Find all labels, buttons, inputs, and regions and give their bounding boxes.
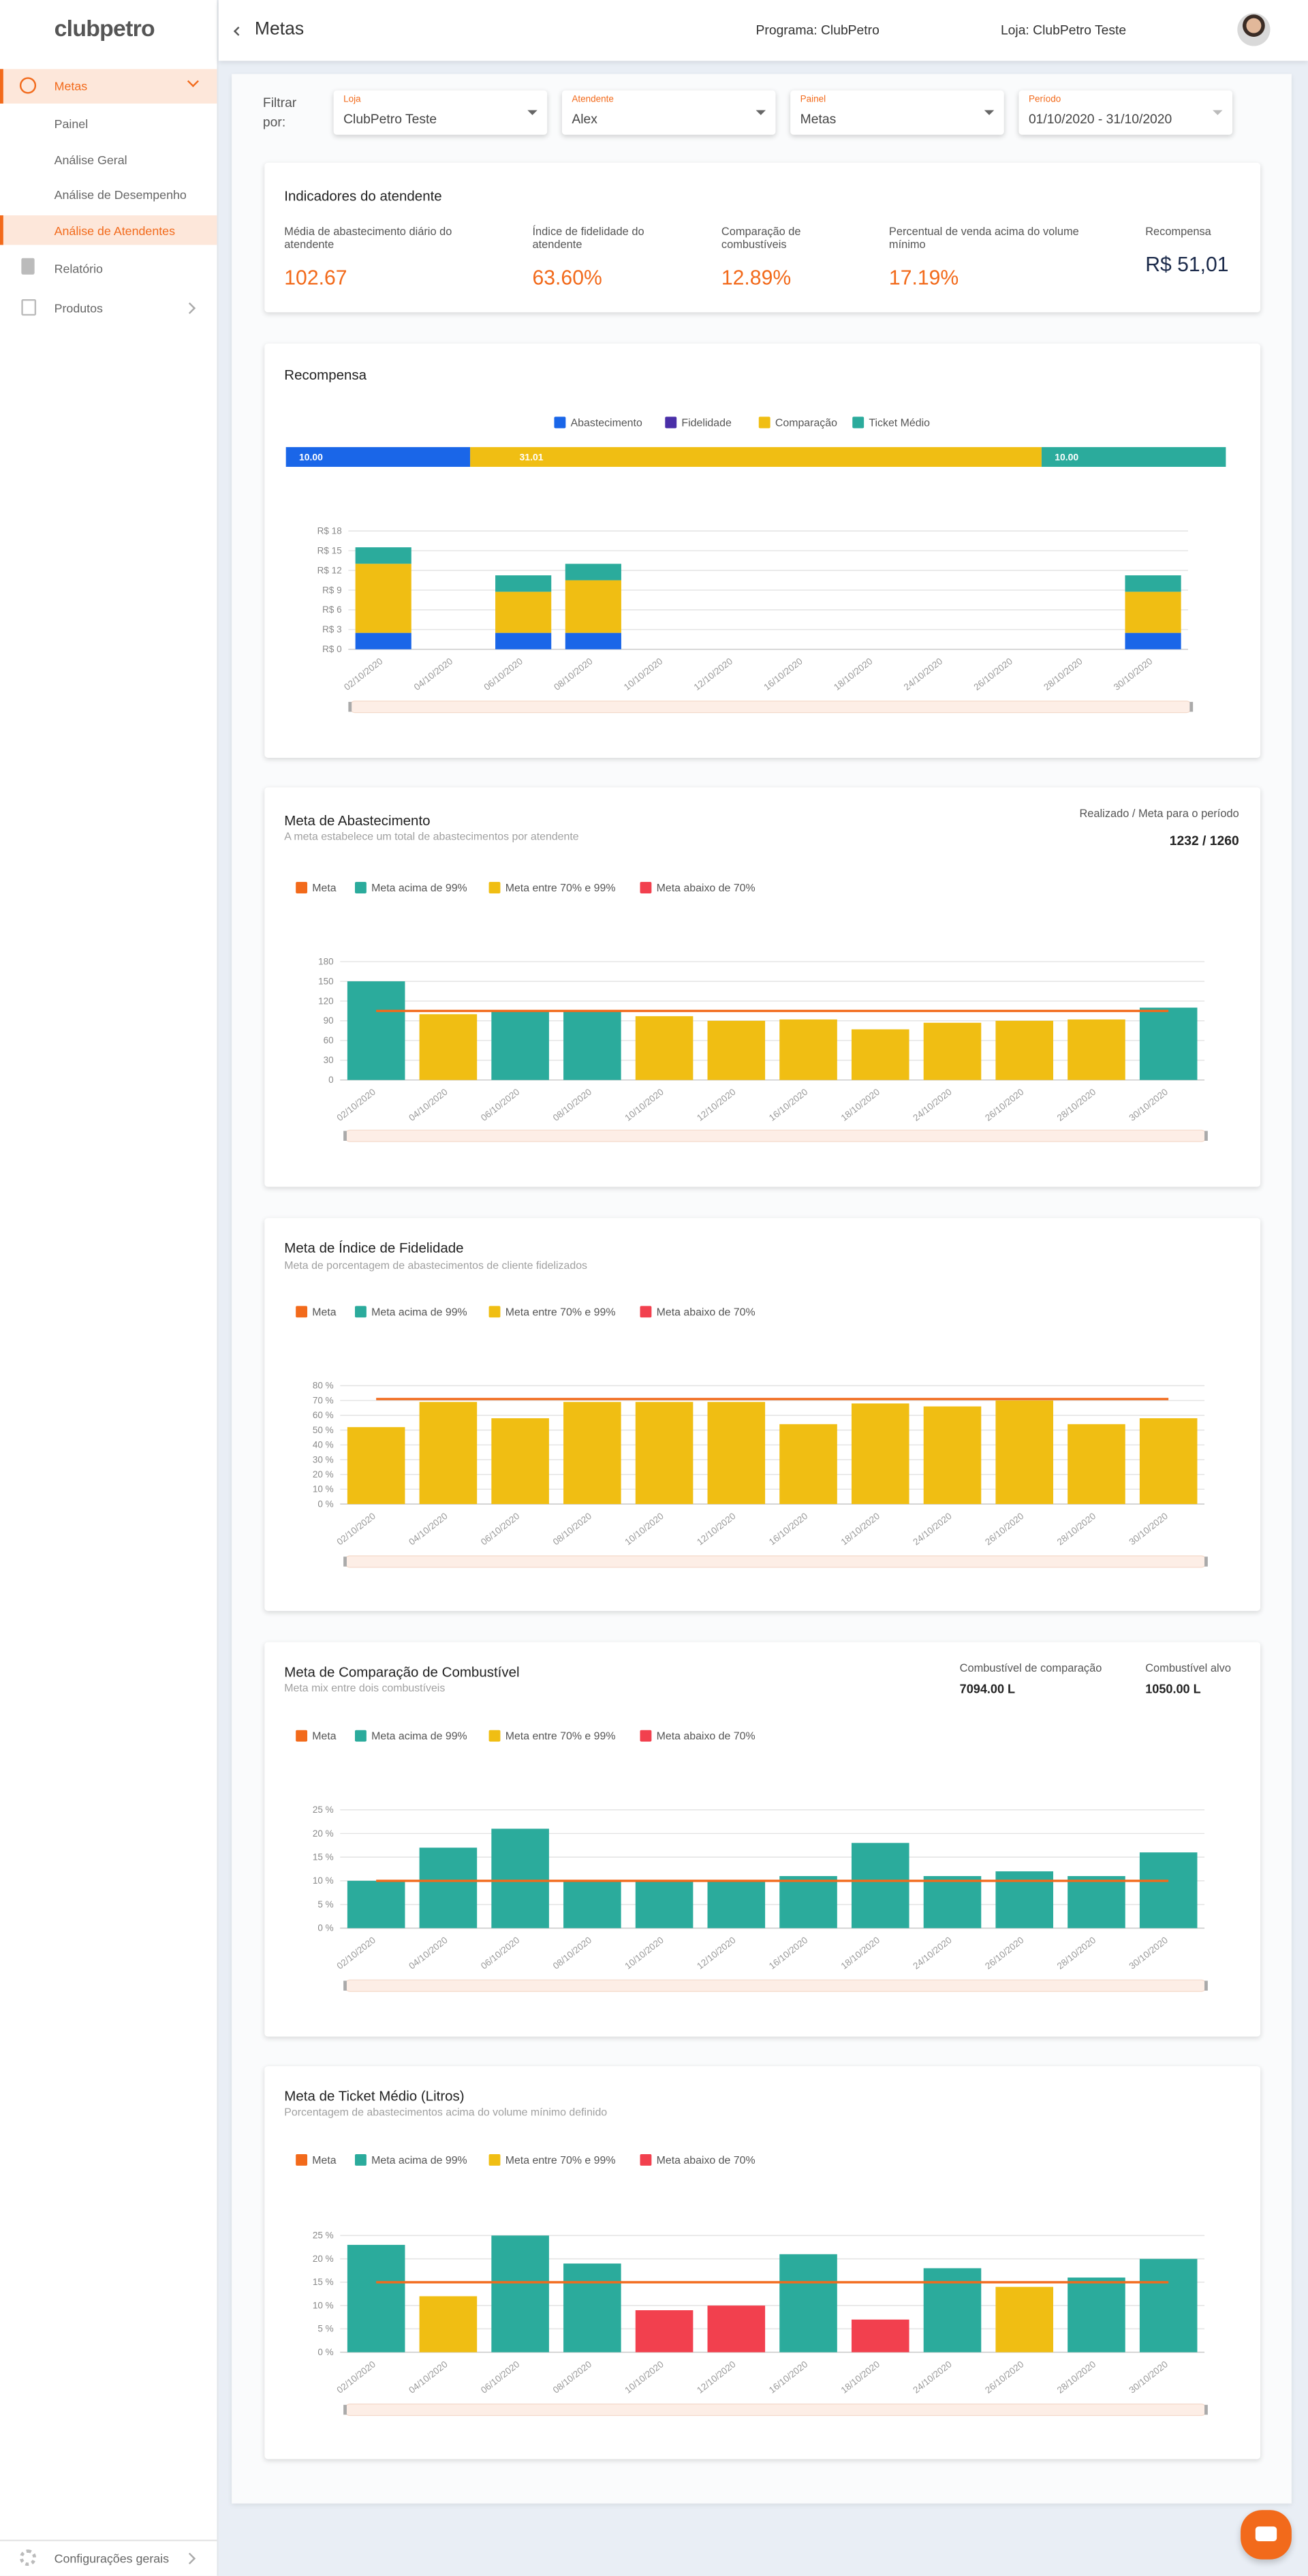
field-label: Atendente	[572, 95, 614, 106]
card-title: Recompensa	[284, 366, 367, 384]
card-title: Meta de Abastecimento	[284, 812, 431, 829]
filter-field[interactable]: Período 01/10/2020 - 31/10/2020	[1018, 90, 1233, 135]
caret	[1213, 110, 1223, 115]
sidebar	[0, 0, 219, 2576]
top-bar	[218, 0, 1308, 61]
submenu-item[interactable]: Painel	[54, 117, 89, 132]
menu-item[interactable]: Produtos	[54, 301, 103, 316]
caret	[527, 110, 538, 115]
card-title: Meta de Comparação de Combustível	[284, 1663, 520, 1681]
indicator-value: R$ 51,01	[1145, 253, 1229, 277]
filter-field[interactable]: Loja ClubPetro Teste	[333, 90, 548, 135]
indicator-label: Percentual de venda acima do volume míni…	[888, 226, 1079, 252]
submenu-item[interactable]: Análise de Desempenho	[54, 187, 187, 202]
field-label: Período	[1028, 95, 1061, 106]
field-label: Painel	[800, 95, 826, 106]
card-title: Meta de Ticket Médio (Litros)	[284, 2087, 465, 2104]
indicator-value: 102.67	[284, 266, 347, 290]
indicator-value: 63.60%	[532, 266, 602, 290]
caret	[984, 110, 995, 115]
menu-icon	[21, 298, 37, 316]
menu-item[interactable]: Metas	[54, 78, 88, 94]
submenu-item[interactable]: Análise de Atendentes	[54, 224, 176, 239]
program-label: Programa: ClubPetro	[756, 22, 879, 38]
indicator-label: Índice de fidelidade do atendente	[532, 226, 644, 252]
indicator-value: 12.89%	[721, 266, 792, 290]
indicator-value: 17.19%	[888, 266, 959, 290]
submenu-item[interactable]: Análise Geral	[54, 153, 127, 168]
settings-icon	[19, 2549, 37, 2566]
indicator-label: Média de abastecimento diário do atenden…	[284, 226, 452, 252]
active-submenu-bg	[0, 215, 217, 245]
chart-card	[264, 343, 1261, 758]
separator	[0, 2539, 217, 2542]
menu-icon	[21, 258, 35, 275]
card-subtitle: Meta de porcentagem de abastecimentos de…	[284, 1261, 588, 1272]
filter-field[interactable]: Painel Metas	[790, 90, 1004, 135]
info-value: 1232 / 1260	[1169, 833, 1239, 848]
filter-label: Filtrar por:	[262, 95, 297, 130]
info-label: Combustível de comparação	[959, 1663, 1102, 1675]
field-value: 01/10/2020 - 31/10/2020	[1028, 112, 1172, 127]
menu-icon	[19, 77, 37, 94]
info-value: 1050.00 L	[1145, 1681, 1201, 1697]
card-title: Indicadores do atendente	[284, 187, 442, 204]
chart-card	[264, 1642, 1261, 2037]
field-value: ClubPetro Teste	[343, 112, 437, 127]
chart-card	[264, 1218, 1261, 1611]
active-menu-bg	[0, 69, 217, 104]
chat-icon	[1255, 2526, 1277, 2542]
field-label: Loja	[343, 95, 361, 106]
indicator-label: Comparação de combustíveis	[721, 226, 801, 252]
chart-card	[264, 2066, 1261, 2459]
caret	[756, 110, 766, 115]
indicator-label: Recompensa	[1145, 226, 1211, 239]
card-subtitle: A meta estabelece um total de abastecime…	[284, 831, 579, 844]
chart-card	[264, 787, 1261, 1187]
avatar[interactable]	[1237, 13, 1271, 46]
card-subtitle: Meta mix entre dois combustíveis	[284, 1683, 446, 1695]
field-value: Alex	[572, 112, 597, 127]
info-label: Realizado / Meta para o período	[1079, 808, 1239, 821]
brand-logo: clubpetro	[54, 14, 155, 42]
menu-item[interactable]: Configurações gerais	[54, 2551, 170, 2566]
chat-button[interactable]	[1241, 2510, 1292, 2560]
info-value: 7094.00 L	[959, 1681, 1016, 1697]
page-title: Metas	[254, 19, 305, 40]
filter-field[interactable]: Atendente Alex	[561, 90, 776, 135]
indicators-card	[264, 162, 1261, 313]
menu-item[interactable]: Relatório	[54, 261, 103, 277]
info-label: Combustível alvo	[1145, 1663, 1231, 1675]
card-title: Meta de Índice de Fidelidade	[284, 1239, 464, 1256]
card-subtitle: Porcentagem de abastecimentos acima do v…	[284, 2107, 608, 2119]
field-value: Metas	[800, 112, 837, 127]
store-label: Loja: ClubPetro Teste	[1000, 22, 1127, 38]
